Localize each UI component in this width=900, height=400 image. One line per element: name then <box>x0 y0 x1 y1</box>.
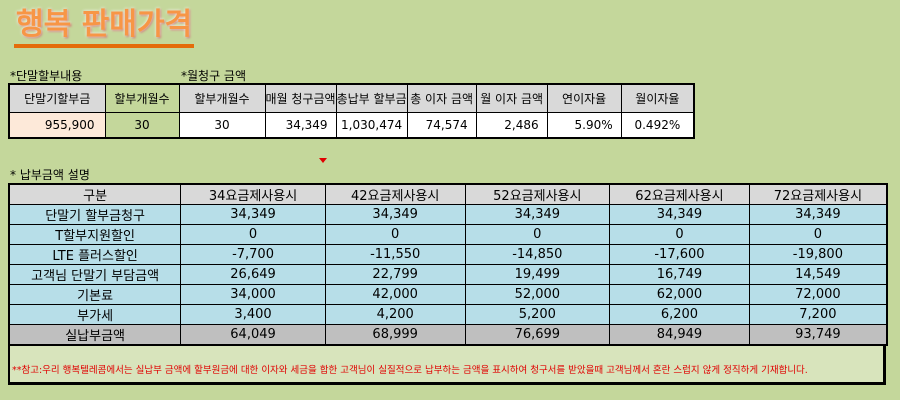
cell-value: 52,000 <box>464 284 611 305</box>
table-row: 기본료 34,000 42,000 52,000 62,000 72,000 <box>8 284 888 305</box>
payment-table: 구분 34요금제사용시 42요금제사용시 52요금제사용시 62요금제사용시 72요금제사… <box>8 183 888 346</box>
cell-value: 0 <box>609 224 750 245</box>
cell-value: -14,850 <box>464 244 611 265</box>
row-label: 구분 <box>8 183 182 205</box>
cell-value: 76,699 <box>464 324 611 346</box>
table-row: 단말기 할부금청구 34,349 34,349 34,349 34,349 34,349 <box>8 204 888 225</box>
cell-value: 72요금제사용시 <box>748 183 888 205</box>
header-total-interest: 총 이자 금액 <box>406 83 477 113</box>
monthly-interest-value: 2,486 <box>475 112 548 139</box>
cell-value: 34,349 <box>748 204 888 225</box>
cell-value: 93,749 <box>748 324 888 346</box>
header-monthly-bill: 매월 청구금액 <box>264 83 337 113</box>
cell-value: -11,550 <box>324 244 466 265</box>
note-text: **참고:우리 행복텔레콤에서는 실납부 금액에 할부원금에 대한 이자와 세금… <box>12 365 808 376</box>
installment-table: 단말기할부금 할부개월수 할부개월수 매월 청구금액 총납부 할부금 총 이자 … <box>8 83 696 139</box>
cell-value: 34,349 <box>464 204 611 225</box>
cell-value: 68,999 <box>324 324 466 346</box>
cell-value: 0 <box>324 224 466 245</box>
table-row: 고객님 단말기 부담금액 26,649 22,799 19,499 16,749 14,5… <box>8 264 888 285</box>
cell-value: 0 <box>464 224 611 245</box>
total-installment-value: 1,030,474 <box>335 112 408 139</box>
header-device-installment: 단말기할부금 <box>8 83 106 113</box>
row-label: 고객님 단말기 부담금액 <box>8 264 182 285</box>
table-row: T할부지원할인 0 0 0 0 0 <box>8 224 888 245</box>
cell-value: 3,400 <box>180 304 326 325</box>
cell-value: 19,499 <box>464 264 611 285</box>
cell-value: 72,000 <box>748 284 888 305</box>
header-months: 할부개월수 <box>104 83 180 113</box>
total-interest-value: 74,574 <box>406 112 477 139</box>
cell-value: 52요금제사용시 <box>464 183 611 205</box>
cell-value: 0 <box>180 224 326 245</box>
table-row: 실납부금액 64,049 68,999 76,699 84,949 93,749 <box>8 324 888 346</box>
cell-value: 16,749 <box>609 264 750 285</box>
header-total-installment: 총납부 할부금 <box>335 83 408 113</box>
cell-value: 0 <box>748 224 888 245</box>
header-months-2: 할부개월수 <box>178 83 266 113</box>
cell-value: 62,000 <box>609 284 750 305</box>
cell-value: -17,600 <box>609 244 750 265</box>
cell-value: 22,799 <box>324 264 466 285</box>
cell-value: 42요금제사용시 <box>324 183 466 205</box>
row-label: 실납부금액 <box>8 324 182 346</box>
cell-value: 6,200 <box>609 304 750 325</box>
device-installment-value: 955,900 <box>8 112 106 139</box>
cell-value: -19,800 <box>748 244 888 265</box>
months-value-2: 30 <box>178 112 266 139</box>
table-header-row: 구분 34요금제사용시 42요금제사용시 52요금제사용시 62요금제사용시 72요금제사… <box>8 183 888 205</box>
cell-value: 84,949 <box>609 324 750 346</box>
months-value: 30 <box>104 112 180 139</box>
monthly-bill-value: 34,349 <box>264 112 337 139</box>
table-row: LTE 플러스할인 -7,700 -11,550 -14,850 -17,600 -19,… <box>8 244 888 265</box>
monthly-bill-section-label: *월청구 금액 <box>181 69 247 83</box>
cell-value: 64,049 <box>180 324 326 346</box>
cell-value: 34,349 <box>324 204 466 225</box>
row-label: 기본료 <box>8 284 182 305</box>
header-annual-rate: 연이자율 <box>546 83 622 113</box>
installment-section-label: *단말할부내용 <box>10 69 83 83</box>
cell-value: 7,200 <box>748 304 888 325</box>
payment-section-label: * 납부금액 설명 <box>10 168 90 182</box>
row-label: T할부지원할인 <box>8 224 182 245</box>
row-label: LTE 플러스할인 <box>8 244 182 265</box>
header-monthly-interest: 월 이자 금액 <box>475 83 548 113</box>
cell-value: 42,000 <box>324 284 466 305</box>
cell-value: 5,200 <box>464 304 611 325</box>
page-title: 행복 판매가격 <box>14 6 195 48</box>
cell-value: 34,349 <box>609 204 750 225</box>
cell-value: 34요금제사용시 <box>180 183 326 205</box>
cell-value: 26,649 <box>180 264 326 285</box>
table-row: 부가세 3,400 4,200 5,200 6,200 7,200 <box>8 304 888 325</box>
row-label: 부가세 <box>8 304 182 325</box>
cell-value: 34,349 <box>180 204 326 225</box>
cell-value: -7,700 <box>180 244 326 265</box>
cell-value: 4,200 <box>324 304 466 325</box>
cell-value: 14,549 <box>748 264 888 285</box>
comment-marker-icon <box>319 158 327 163</box>
cell-value: 62요금제사용시 <box>609 183 750 205</box>
cell-value: 34,000 <box>180 284 326 305</box>
annual-rate-value: 5.90% <box>546 112 622 139</box>
monthly-rate-value: 0.492% <box>620 112 695 139</box>
row-label: 단말기 할부금청구 <box>8 204 182 225</box>
header-monthly-rate: 월이자율 <box>620 83 695 113</box>
